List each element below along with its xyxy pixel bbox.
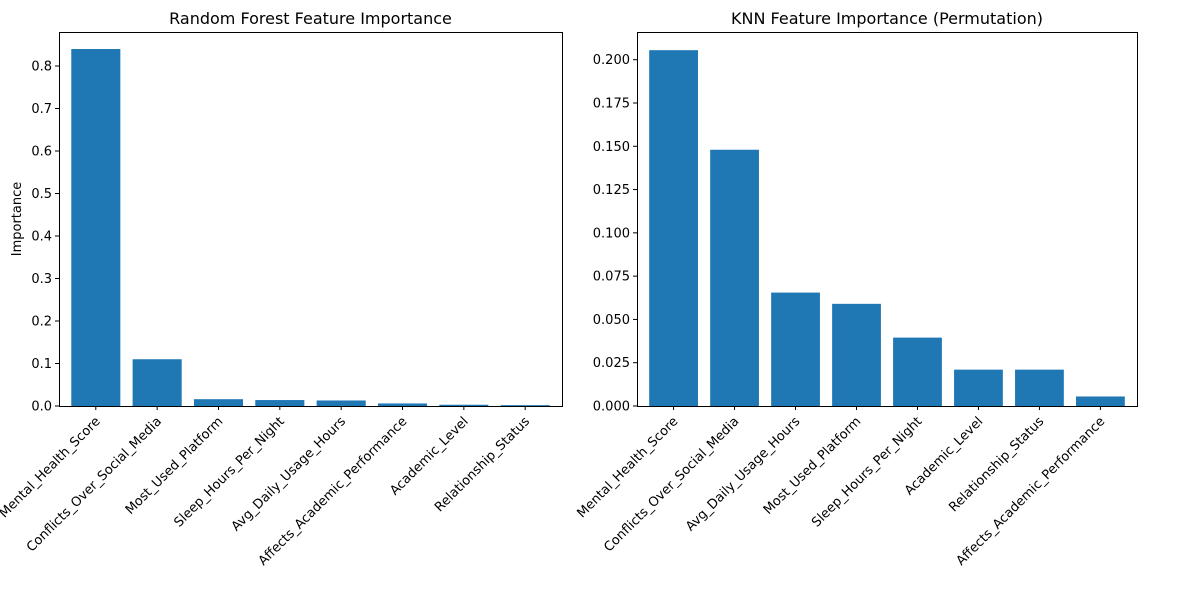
y-tick-label: 0.075 <box>593 270 630 285</box>
chart-random-forest: Random Forest Feature Importance Importa… <box>0 9 563 569</box>
axes-frame <box>637 32 1138 407</box>
x-tick-label: Sleep_Hours_Per_Night <box>171 414 287 530</box>
y-tick-label: 0.050 <box>593 313 630 328</box>
bar-mental-health-score <box>649 50 698 407</box>
x-tick-label: Sleep_Hours_Per_Night <box>809 414 925 530</box>
y-tick-label: 0.100 <box>593 226 630 241</box>
y-tick-label: 0.000 <box>593 400 630 415</box>
bar-avg-daily-usage-hours <box>316 400 366 406</box>
y-tick-label: 0.3 <box>31 272 52 287</box>
y-axis-label: Importance <box>10 182 25 257</box>
y-tick-label: 0.2 <box>31 315 52 330</box>
y-tick-label: 0.6 <box>31 145 52 160</box>
y-tick-label: 0.0 <box>31 400 52 415</box>
bar-affects-academic-performance <box>377 403 428 406</box>
x-tick-label: Avg_Daily_Usage_Hours <box>229 414 349 534</box>
bar-most-used-platform <box>832 303 881 406</box>
bar-relationship-status <box>500 405 550 406</box>
y-tick-label: 0.8 <box>31 60 52 75</box>
chart-title: KNN Feature Importance (Permutation) <box>731 9 1043 28</box>
y-tick-label: 0.175 <box>593 96 630 111</box>
bar-conflicts-over-social-media <box>132 359 182 406</box>
bar-academic-level <box>439 404 489 406</box>
bar-sleep-hours-per-night <box>893 337 942 406</box>
bar-affects-academic-performance <box>1076 396 1125 406</box>
y-tick-label: 0.1 <box>31 357 52 372</box>
bar-academic-level <box>954 369 1003 406</box>
y-tick-label: 0.150 <box>593 140 630 155</box>
bar-relationship-status <box>1015 369 1064 406</box>
bar-sleep-hours-per-night <box>255 400 305 406</box>
x-tick-label: Mental_Health_Score <box>574 414 681 521</box>
x-tick-label: Avg_Daily_Usage_Hours <box>683 414 803 534</box>
y-tick-label: 0.4 <box>31 230 52 245</box>
bar-mental-health-score <box>71 49 121 406</box>
chart-title: Random Forest Feature Importance <box>169 9 452 28</box>
axes-frame <box>59 32 563 407</box>
bar-conflicts-over-social-media <box>710 149 759 407</box>
bar-most-used-platform <box>193 399 244 406</box>
bar-avg-daily-usage-hours <box>771 292 820 406</box>
chart-knn: KNN Feature Importance (Permutation) 0.0… <box>574 9 1138 569</box>
y-tick-label: 0.200 <box>593 53 630 68</box>
y-tick-label: 0.5 <box>31 187 52 202</box>
x-tick-label: Mental_Health_Score <box>0 414 104 521</box>
y-tick-label: 0.125 <box>593 183 630 198</box>
y-tick-label: 0.7 <box>31 102 52 117</box>
y-tick-label: 0.025 <box>593 356 630 371</box>
